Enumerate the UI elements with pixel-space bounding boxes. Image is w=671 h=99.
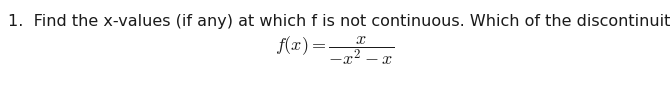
Text: $f(x) = \dfrac{x}{-x^2 - x}$: $f(x) = \dfrac{x}{-x^2 - x}$ xyxy=(275,35,395,68)
Text: 1.  Find the x-values (if any) at which f is not continuous. Which of the discon: 1. Find the x-values (if any) at which f… xyxy=(8,14,671,29)
